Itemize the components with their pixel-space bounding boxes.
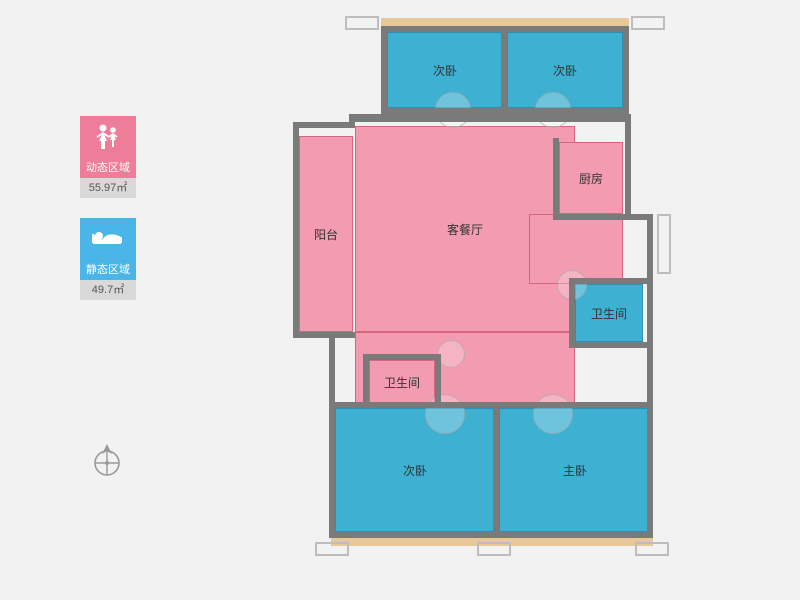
compass-icon xyxy=(88,440,126,478)
legend-static-label: 静态区域 xyxy=(80,260,136,280)
bed-icon xyxy=(80,218,136,260)
balcony-rail xyxy=(477,542,511,556)
door-arc xyxy=(533,394,573,434)
balcony-rail xyxy=(657,214,671,274)
wall xyxy=(363,354,441,360)
room-label: 主卧 xyxy=(563,462,587,479)
room-bath2: 卫生间 xyxy=(369,360,435,404)
room-master: 主卧 xyxy=(499,408,651,532)
wall xyxy=(329,402,653,408)
balcony-rail xyxy=(315,542,349,556)
room-label: 阳台 xyxy=(314,226,338,243)
door-arc xyxy=(437,340,465,368)
wall xyxy=(349,114,631,122)
wall xyxy=(363,354,369,402)
wall xyxy=(647,408,653,532)
room-label: 次卧 xyxy=(553,62,577,79)
legend-static-value: 49.7㎡ xyxy=(80,280,136,300)
floorplan: 次卧次卧阳台客餐厅厨房卫生间卫生间次卧主卧 xyxy=(285,18,685,578)
wall xyxy=(569,278,647,284)
legend-dynamic: 动态区域 55.97㎡ xyxy=(76,116,140,198)
wall xyxy=(647,214,653,410)
balcony-rail xyxy=(345,16,379,30)
wall xyxy=(569,278,575,342)
room-label: 卫生间 xyxy=(384,374,420,391)
room-label: 卫生间 xyxy=(591,305,627,322)
wall xyxy=(493,408,499,532)
room-bed2c: 次卧 xyxy=(335,408,495,532)
room-label: 厨房 xyxy=(579,170,603,187)
wall xyxy=(329,338,335,408)
wall xyxy=(553,214,631,220)
legend-dynamic-value: 55.97㎡ xyxy=(80,178,136,198)
wall xyxy=(501,32,507,108)
wall xyxy=(569,342,653,348)
balcony-edge xyxy=(381,18,629,26)
room-label: 次卧 xyxy=(433,62,457,79)
wall xyxy=(623,26,629,114)
wall xyxy=(329,408,335,532)
wall xyxy=(293,122,355,128)
wall xyxy=(435,354,441,402)
door-arc xyxy=(425,394,465,434)
legend-static: 静态区域 49.7㎡ xyxy=(76,218,140,300)
room-kitchen: 厨房 xyxy=(559,142,623,214)
room-bath1: 卫生间 xyxy=(575,284,643,342)
people-icon xyxy=(80,116,136,158)
room-label: 客餐厅 xyxy=(447,221,483,238)
wall xyxy=(381,26,387,114)
room-label: 次卧 xyxy=(403,462,427,479)
balcony-rail xyxy=(635,542,669,556)
wall xyxy=(293,332,355,338)
wall xyxy=(625,114,631,214)
wall xyxy=(293,122,299,338)
legend-panel: 动态区域 55.97㎡ 静态区域 49.7㎡ xyxy=(76,116,140,320)
wall xyxy=(329,532,653,538)
balcony-rail xyxy=(631,16,665,30)
legend-dynamic-label: 动态区域 xyxy=(80,158,136,178)
room-balcony: 阳台 xyxy=(299,136,353,332)
wall xyxy=(553,138,559,214)
